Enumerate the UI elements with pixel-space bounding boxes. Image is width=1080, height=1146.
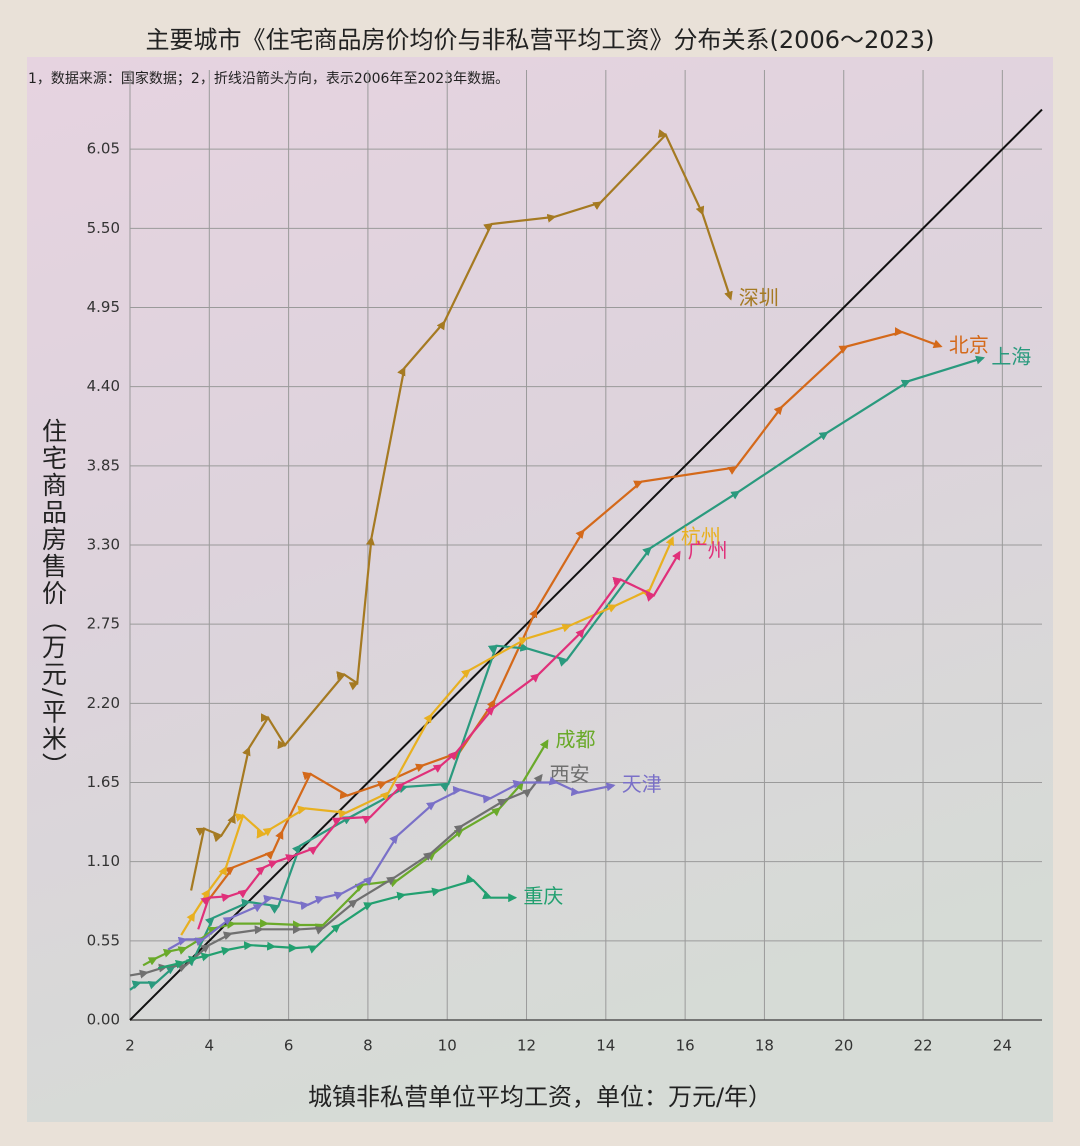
y-tick-label: 4.40 <box>87 377 120 395</box>
chart-subtitle: 1，数据来源：国家数据；2，折线沿箭头方向，表示2006年至2023年数据。 <box>28 70 509 87</box>
y-tick-label: 1.65 <box>87 773 120 791</box>
x-tick-label: 10 <box>438 1037 457 1055</box>
series-label: 天津 <box>622 772 662 796</box>
x-axis-label: 城镇非私营单位平均工资，单位：万元/年） <box>308 1083 772 1111</box>
y-tick-label: 2.75 <box>87 615 120 633</box>
x-tick-label: 24 <box>993 1037 1012 1055</box>
series-label: 广州 <box>688 539 728 563</box>
y-axis-label: 住宅商品房售价（万元/平米） <box>39 418 68 779</box>
x-tick-label: 12 <box>517 1037 536 1055</box>
x-tick-label: 8 <box>363 1037 373 1055</box>
series-label: 深圳 <box>739 285 779 309</box>
series-line <box>157 874 518 970</box>
x-tick-label: 22 <box>913 1037 932 1055</box>
series-label: 重庆 <box>523 884 563 908</box>
series-label: 北京 <box>949 333 989 357</box>
series-label: 杭州 <box>681 524 721 548</box>
y-tick-label: 4.95 <box>87 298 120 316</box>
x-tick-label: 20 <box>834 1037 853 1055</box>
chart-title: 主要城市《住宅商品房价均价与非私营平均工资》分布关系(2006～2023) <box>146 26 935 54</box>
y-tick-label: 0.00 <box>87 1011 120 1029</box>
series-label: 成都 <box>556 727 596 751</box>
y-tick-label: 3.85 <box>87 456 120 474</box>
y-tick-label: 3.30 <box>87 536 120 554</box>
x-tick-label: 6 <box>284 1037 294 1055</box>
x-tick-label: 4 <box>205 1037 215 1055</box>
y-tick-label: 6.05 <box>87 140 120 158</box>
x-tick-label: 2 <box>125 1037 135 1055</box>
y-tick-label: 0.55 <box>87 931 120 949</box>
x-tick-label: 14 <box>596 1037 615 1055</box>
x-tick-label: 16 <box>676 1037 695 1055</box>
y-tick-label: 2.20 <box>87 694 120 712</box>
y-tick-label: 5.50 <box>87 219 120 237</box>
x-tick-label: 18 <box>755 1037 774 1055</box>
series-label: 上海 <box>991 344 1031 368</box>
y-tick-label: 1.10 <box>87 852 120 870</box>
